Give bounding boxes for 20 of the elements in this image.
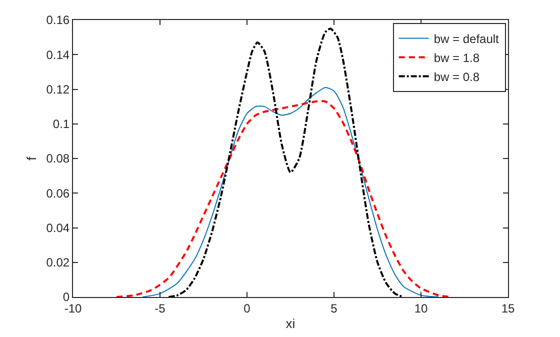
y-tick-label: 0.08 (46, 152, 70, 166)
line-series (168, 28, 405, 297)
y-tick-label: 0.12 (46, 82, 70, 96)
legend-label: bw = 1.8 (434, 50, 480, 65)
line-series (142, 87, 439, 297)
y-axis-title: f (24, 156, 40, 160)
y-tick-label: 0.14 (46, 48, 70, 62)
x-axis-title: xi (286, 316, 296, 331)
y-tick-label: 0.02 (46, 256, 70, 270)
y-tick-label: 0.1 (52, 117, 70, 132)
y-tick-label: 0.04 (46, 220, 70, 235)
x-tick-label: 5 (330, 301, 338, 316)
x-tick-label: 15 (501, 301, 515, 316)
legend-label: bw = default (434, 32, 500, 46)
legend-label: bw = 0.8 (434, 70, 480, 84)
y-tick-label: 0.06 (46, 186, 70, 200)
x-tick-label: 10 (414, 301, 428, 316)
x-tick-label: -5 (154, 301, 166, 316)
x-tick-label: 0 (244, 301, 251, 316)
y-tick-label: 0.16 (46, 13, 70, 28)
